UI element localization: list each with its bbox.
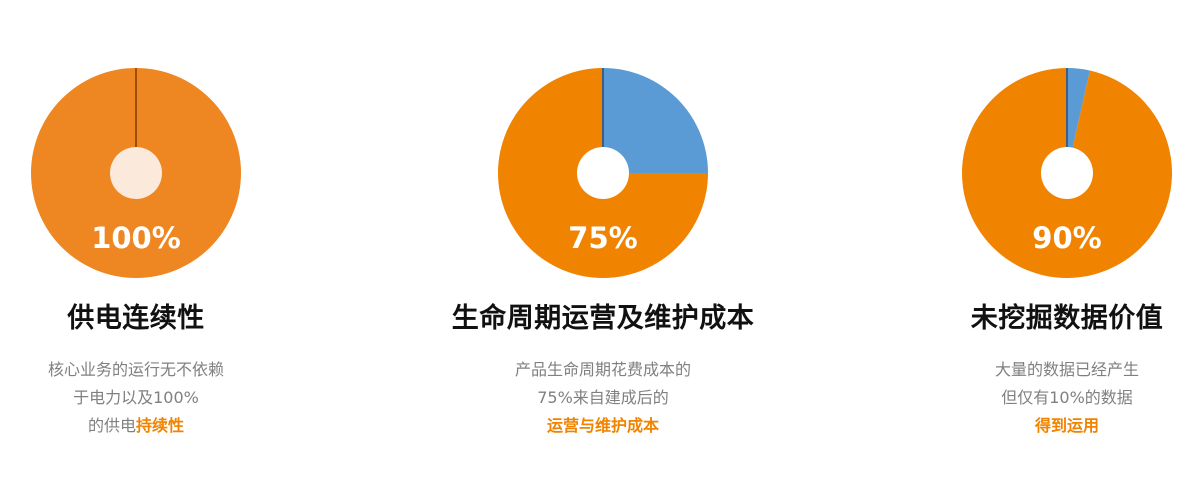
panel-power-continuity: 100% 供电连续性 核心业务的运行无不依赖 于电力以及100% 的供电持续性	[0, 0, 336, 480]
panel-description: 产品生命周期花费成本的 75%来自建成后的 运营与维护成本	[403, 356, 803, 440]
desc-line: 于电力以及100%	[73, 388, 199, 407]
pie-slice	[1067, 68, 1090, 173]
desc-line: 产品生命周期花费成本的	[514, 360, 691, 379]
desc-line: 75%来自建成后的	[537, 388, 669, 407]
desc-line: 的供电持续性	[0, 412, 336, 440]
pie-hole	[577, 147, 629, 199]
panel-lifecycle-cost: 75% 生命周期运营及维护成本 产品生命周期花费成本的 75%来自建成后的 运营…	[403, 0, 803, 480]
pie-hole	[110, 147, 162, 199]
panel-title: 未挖掘数据价值	[970, 303, 1164, 334]
panel-description: 大量的数据已经产生 但仅有10%的数据 得到运用	[867, 356, 1200, 440]
pie-chart: 75%	[498, 68, 708, 278]
desc-line: 运营与维护成本	[403, 412, 803, 440]
desc-highlight: 运营与维护成本	[546, 416, 659, 435]
pie-chart: 90%	[962, 68, 1172, 278]
percent-label: 100%	[91, 221, 181, 255]
desc-text: 的供电	[87, 416, 136, 435]
panel-title: 供电连续性	[67, 303, 205, 334]
panel-untapped-data: 90% 未挖掘数据价值 大量的数据已经产生 但仅有10%的数据 得到运用	[867, 0, 1200, 480]
desc-line: 核心业务的运行无不依赖	[47, 360, 224, 379]
desc-line: 但仅有10%的数据	[1001, 388, 1133, 407]
pie-chart: 100%	[31, 68, 241, 278]
pie-slice	[603, 68, 708, 173]
panel-title: 生命周期运营及维护成本	[451, 303, 755, 334]
percent-label: 75%	[568, 221, 637, 255]
desc-line: 大量的数据已经产生	[994, 360, 1139, 379]
panel-description: 核心业务的运行无不依赖 于电力以及100% 的供电持续性	[0, 356, 336, 440]
pie-hole	[1041, 147, 1093, 199]
desc-line: 得到运用	[867, 412, 1200, 440]
desc-highlight: 持续性	[136, 416, 185, 435]
desc-highlight: 得到运用	[1034, 416, 1099, 435]
percent-label: 90%	[1032, 221, 1101, 255]
